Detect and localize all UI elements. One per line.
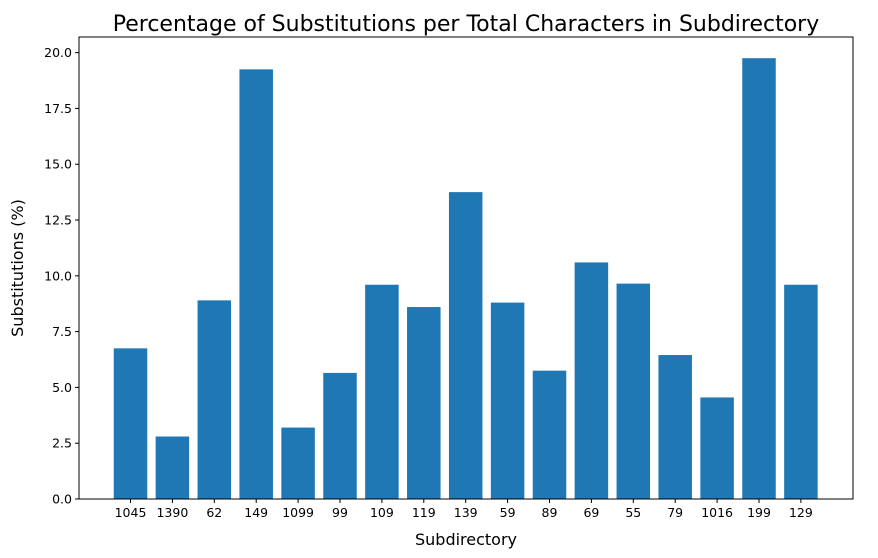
y-tick-label-5.0: 5.0 <box>52 380 72 395</box>
y-tick-label-7.5: 7.5 <box>52 324 72 339</box>
bar-139 <box>448 192 483 499</box>
plot-frame <box>78 36 854 500</box>
bar-119 <box>407 307 441 499</box>
bar-69 <box>574 262 609 499</box>
x-tick-label-1390: 1390 <box>156 505 188 520</box>
bar-89 <box>532 370 567 499</box>
bar-199 <box>742 58 776 499</box>
bar-59 <box>490 302 525 499</box>
y-tick-label-2.5: 2.5 <box>52 436 72 451</box>
x-tick-label-62: 62 <box>206 505 222 520</box>
x-tick-label-149: 149 <box>244 505 268 520</box>
x-tick-label-199: 199 <box>747 505 771 520</box>
bar-55 <box>616 283 651 499</box>
y-tick-label-15.0: 15.0 <box>44 157 72 172</box>
y-tick-label-12.5: 12.5 <box>44 213 72 228</box>
x-tick-label-69: 69 <box>583 505 599 520</box>
chart-title: Percentage of Substitutions per Total Ch… <box>113 12 820 37</box>
x-tick-label-89: 89 <box>542 505 558 520</box>
bar-109 <box>365 284 399 499</box>
bar-1016 <box>700 397 734 499</box>
bar-129 <box>784 284 818 499</box>
x-tick-label-1045: 1045 <box>115 505 147 520</box>
x-tick-label-59: 59 <box>500 505 516 520</box>
bar-62 <box>197 300 232 499</box>
x-axis: 1045 1390 62 149 1099 99 109 119 139 59 89 69 55 79 10… <box>115 499 813 520</box>
x-tick-label-139: 139 <box>454 505 478 520</box>
y-tick-label-0.0: 0.0 <box>52 492 72 507</box>
x-axis-label: Subdirectory <box>415 530 517 549</box>
x-tick-label-109: 109 <box>370 505 394 520</box>
bar-1045 <box>113 348 148 499</box>
bar-1390 <box>155 436 190 499</box>
x-tick-label-99: 99 <box>332 505 348 520</box>
x-tick-label-129: 129 <box>789 505 813 520</box>
x-tick-label-55: 55 <box>625 505 641 520</box>
x-tick-label-1016: 1016 <box>701 505 733 520</box>
bars-group <box>113 58 818 500</box>
bar-149 <box>239 69 273 500</box>
y-tick-label-20.0: 20.0 <box>44 45 72 60</box>
y-axis-label: Substitutions (%) <box>8 199 27 337</box>
bar-1099 <box>281 427 315 499</box>
x-tick-label-1099: 1099 <box>282 505 314 520</box>
x-tick-label-119: 119 <box>412 505 436 520</box>
bar-99 <box>323 372 357 499</box>
y-tick-label-17.5: 17.5 <box>44 101 72 116</box>
x-tick-label-79: 79 <box>667 505 683 520</box>
y-axis: 0.0 2.5 5.0 7.5 10.0 12.5 15.0 17.5 20.0 <box>44 45 79 507</box>
y-tick-label-10.0: 10.0 <box>44 268 72 283</box>
bar-79 <box>658 355 692 499</box>
